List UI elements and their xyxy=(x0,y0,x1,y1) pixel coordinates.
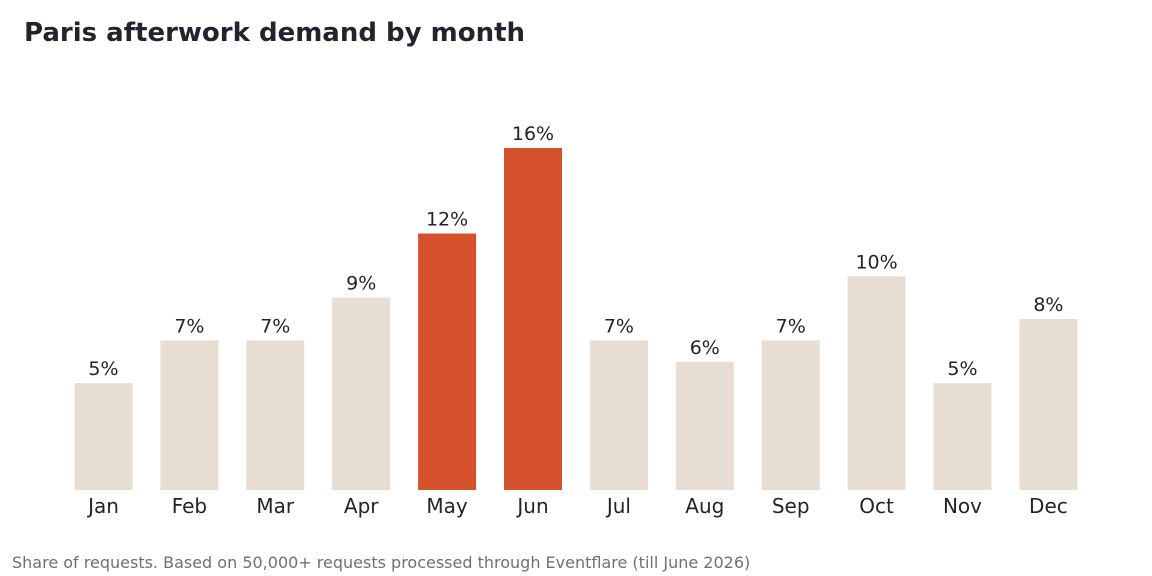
bar-mar xyxy=(246,340,305,490)
x-tick-sep: Sep xyxy=(772,494,810,518)
value-label-mar: 7% xyxy=(260,315,290,337)
x-tick-feb: Feb xyxy=(172,494,207,518)
bar-may xyxy=(418,233,477,490)
chart-title: Paris afterwork demand by month xyxy=(24,18,526,48)
x-tick-apr: Apr xyxy=(344,494,379,518)
value-label-may: 12% xyxy=(426,209,468,231)
value-label-oct: 10% xyxy=(855,251,897,273)
bar-nov xyxy=(933,383,992,490)
bar-aug xyxy=(675,361,734,491)
bar-feb xyxy=(160,340,219,490)
x-tick-jan: Jan xyxy=(86,494,119,518)
value-label-sep: 7% xyxy=(776,315,806,337)
bar-jun xyxy=(504,148,562,490)
value-label-jan: 5% xyxy=(88,358,118,380)
x-tick-jun: Jun xyxy=(515,494,548,518)
bar-dec xyxy=(1019,319,1078,490)
x-tick-mar: Mar xyxy=(256,494,295,518)
value-label-nov: 5% xyxy=(947,358,977,380)
bar-apr xyxy=(332,297,391,490)
x-tick-jul: Jul xyxy=(605,494,631,518)
bar-jul xyxy=(589,340,648,490)
value-label-feb: 7% xyxy=(174,315,204,337)
x-tick-oct: Oct xyxy=(859,494,894,518)
value-label-dec: 8% xyxy=(1033,294,1063,316)
chart-footnote: Share of requests. Based on 50,000+ requ… xyxy=(12,553,751,572)
x-tick-may: May xyxy=(426,494,468,518)
value-label-apr: 9% xyxy=(346,273,376,295)
x-tick-nov: Nov xyxy=(943,494,982,518)
bar-jan xyxy=(74,383,133,490)
bars-group xyxy=(74,148,1078,491)
x-tick-labels-group: Jan Feb Mar Apr May Jun Jul Aug Sep Oct Nov Dec xyxy=(86,494,1068,518)
value-label-jul: 7% xyxy=(604,315,634,337)
value-label-jun: 16% xyxy=(512,123,554,145)
value-labels-group: 5% 7% 7% 9% 12% 16% 7% 6% 7% 10% 5% 8% xyxy=(88,123,1063,380)
value-label-aug: 6% xyxy=(690,337,720,359)
x-tick-dec: Dec xyxy=(1029,494,1068,518)
bar-sep xyxy=(761,340,820,490)
bar-oct xyxy=(847,276,906,491)
x-tick-aug: Aug xyxy=(685,494,724,518)
